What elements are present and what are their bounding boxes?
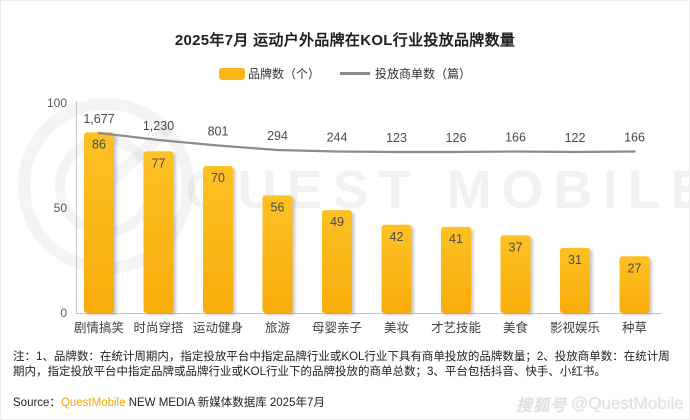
line-value-label: 801 bbox=[208, 125, 229, 139]
bar-8 bbox=[500, 235, 531, 313]
y-axis-tick-label: 100 bbox=[47, 96, 67, 110]
legend-item-brands: 品牌数（个） bbox=[218, 65, 320, 82]
platform-watermark: 搜狐号 @QuestMobile bbox=[516, 392, 684, 416]
questmobile-logo-watermark-tail bbox=[101, 122, 174, 191]
source-brand: QuestMobile bbox=[60, 397, 126, 409]
bar-value-label: 27 bbox=[628, 261, 642, 275]
bar-5 bbox=[322, 210, 352, 313]
legend-label-brands: 品牌数（个） bbox=[247, 67, 320, 81]
line-value-label: 126 bbox=[446, 131, 467, 145]
legend-label-orders: 投放商单数（篇） bbox=[375, 67, 472, 81]
line-value-label: 244 bbox=[327, 131, 348, 145]
bar-value-label: 56 bbox=[271, 200, 285, 214]
line-value-label: 1,230 bbox=[143, 119, 174, 133]
bar-value-label: 77 bbox=[152, 156, 166, 170]
bar-value-label: 70 bbox=[211, 171, 225, 185]
bar-9 bbox=[560, 247, 590, 313]
bar-series-swatch bbox=[218, 67, 245, 80]
x-axis-label: 母婴亲子 bbox=[312, 321, 362, 335]
bar-10 bbox=[619, 256, 650, 313]
x-axis-label: 才艺技能 bbox=[431, 321, 482, 335]
platform-watermark-handle: @QuestMobile bbox=[571, 394, 684, 413]
chart-title: 2025年7月 运动户外品牌在KOL行业投放品牌数量 bbox=[174, 32, 516, 49]
x-axis-label: 剧情搞笑 bbox=[74, 320, 124, 335]
line-value-label: 294 bbox=[267, 129, 288, 143]
orders-line bbox=[97, 131, 636, 154]
y-axis-tick-label: 0 bbox=[60, 306, 67, 320]
legend-item-orders: 投放商单数（篇） bbox=[340, 65, 471, 82]
x-axis-label: 种草 bbox=[622, 321, 647, 335]
x-axis-label: 美妆 bbox=[384, 321, 409, 335]
bar-value-label: 42 bbox=[390, 230, 404, 244]
bar-value-label: 31 bbox=[568, 253, 582, 267]
line-value-label: 166 bbox=[505, 131, 526, 145]
line-value-label: 122 bbox=[565, 131, 586, 145]
bar-6 bbox=[381, 224, 412, 313]
x-axis-label: 运动健身 bbox=[193, 320, 243, 335]
legend: 品牌数（个） 投放商单数（篇） bbox=[1, 65, 689, 82]
y-axis-tick-label: 50 bbox=[54, 201, 68, 215]
bar-value-label: 41 bbox=[449, 232, 463, 246]
x-axis-label: 旅游 bbox=[265, 321, 291, 335]
source-line: Source：QuestMobile NEW MEDIA 新媒体数据库 2025… bbox=[13, 394, 325, 410]
platform-watermark-badge: 搜狐号 bbox=[516, 398, 568, 415]
line-value-label: 123 bbox=[386, 131, 407, 145]
x-axis-label: 影视娱乐 bbox=[550, 320, 600, 335]
center-watermark-text: QUEST MOBILE bbox=[185, 160, 690, 220]
footnote: 注：1、品牌数：在统计周期内，指定投放平台中指定品牌行业或KOL行业下具有商单投… bbox=[13, 351, 670, 378]
line-value-label: 166 bbox=[624, 131, 645, 145]
source-rest: NEW MEDIA 新媒体数据库 2025年7月 bbox=[125, 397, 325, 409]
chart-svg: QUEST MOBILE 100 50 0 86 剧情搞笑 77 时尚穿搭 70 运动健身 56 旅游… bbox=[18, 96, 690, 335]
bar-3 bbox=[203, 166, 233, 313]
bar-2 bbox=[143, 151, 174, 313]
line-value-label: 1,677 bbox=[83, 112, 114, 126]
x-axis-label: 时尚穿搭 bbox=[133, 320, 184, 335]
source-prefix: Source： bbox=[13, 397, 61, 409]
bar-value-label: 37 bbox=[509, 240, 523, 254]
bar-7 bbox=[441, 226, 471, 313]
bar-value-label: 86 bbox=[92, 137, 106, 151]
bar-1 bbox=[84, 132, 114, 313]
bar-4 bbox=[262, 195, 293, 313]
x-axis-label: 美食 bbox=[503, 320, 529, 335]
line-series-swatch bbox=[340, 72, 370, 75]
bar-value-label: 49 bbox=[330, 215, 344, 229]
